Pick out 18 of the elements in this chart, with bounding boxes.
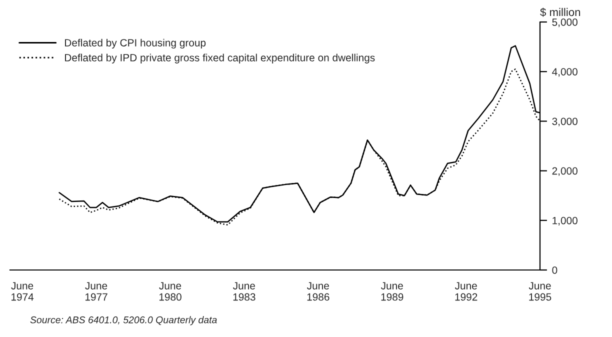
x-tick-label: June 1983 [233,282,256,301]
x-tick-label: June 1986 [307,282,330,301]
y-tick-label: 2,000 [552,167,578,176]
y-tick-label: 5,000 [552,18,578,28]
x-tick-label: June 1980 [159,282,182,301]
x-tick-label: June 1977 [85,282,108,301]
y-tick-label: 3,000 [552,118,578,126]
legend-label: Deflated by CPI housing group [65,38,206,49]
y-tick-label: 0 [552,266,558,274]
legend-label: Deflated by IPD private gross fixed capital expenditure on dwellings [65,54,375,64]
y-tick-label: 1,000 [552,216,578,226]
source-note: Source: ABS 6401.0, 5206.0 Quarterly data [30,316,217,326]
x-tick-label: June 1992 [454,282,478,301]
x-tick-label: June 1995 [528,282,552,301]
y-tick-label: 4,000 [552,68,578,77]
x-tick-label: June 1974 [11,282,34,301]
y-axis-title: $ million [540,8,580,17]
x-tick-label: June 1989 [380,282,404,301]
